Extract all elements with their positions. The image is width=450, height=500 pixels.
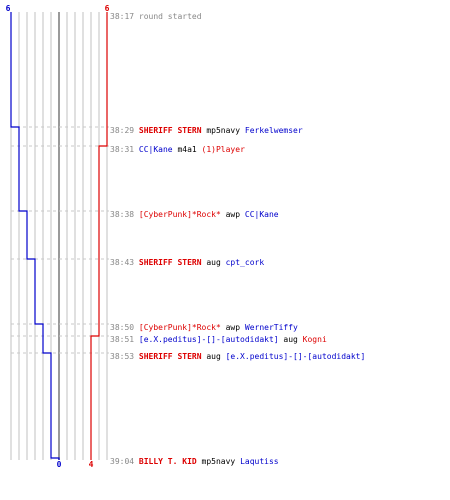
event-entry: 38:50 [CyberPunk]*Rock* awp WernerTiffy bbox=[110, 323, 298, 332]
event-part: mp5navy bbox=[206, 126, 245, 135]
event-entry: 38:31 CC|Kane m4a1 (1)Player bbox=[110, 145, 245, 154]
event-part: m4a1 bbox=[177, 145, 201, 154]
event-time: 38:53 bbox=[110, 352, 139, 361]
event-entry: 38:51 [e.X.peditus]-[]-[autodidakt] aug … bbox=[110, 335, 327, 344]
event-part: aug bbox=[283, 335, 302, 344]
event-part: [e.X.peditus]-[]-[autodidakt] bbox=[139, 335, 284, 344]
event-part: round started bbox=[139, 12, 202, 21]
event-part: awp bbox=[226, 210, 245, 219]
event-part: BILLY T. KID bbox=[139, 457, 202, 466]
event-part: cpt_cork bbox=[226, 258, 265, 267]
event-part: mp5navy bbox=[202, 457, 241, 466]
event-time: 38:29 bbox=[110, 126, 139, 135]
event-part: CC|Kane bbox=[139, 145, 178, 154]
blue-end-count: 0 bbox=[57, 460, 62, 469]
event-time: 38:50 bbox=[110, 323, 139, 332]
event-part: SHERIFF STERN bbox=[139, 258, 206, 267]
event-part: CC|Kane bbox=[245, 210, 279, 219]
event-part: [CyberPunk]*Rock* bbox=[139, 323, 226, 332]
event-entry: 38:53 SHERIFF STERN aug [e.X.peditus]-[]… bbox=[110, 352, 365, 361]
event-part: Ferkelwemser bbox=[245, 126, 303, 135]
event-part: aug bbox=[206, 352, 225, 361]
red-team-series-line bbox=[90, 12, 108, 460]
event-entry: 38:29 SHERIFF STERN mp5navy Ferkelwemser bbox=[110, 126, 303, 135]
event-part: Kogni bbox=[303, 335, 327, 344]
event-part: [CyberPunk]*Rock* bbox=[139, 210, 226, 219]
event-part: WernerTiffy bbox=[245, 323, 298, 332]
event-time: 38:17 bbox=[110, 12, 139, 21]
event-part: Laqutiss bbox=[240, 457, 279, 466]
red-start-count: 6 bbox=[105, 4, 110, 13]
event-part: SHERIFF STERN bbox=[139, 126, 206, 135]
blue-start-count: 6 bbox=[6, 4, 11, 13]
event-time: 38:38 bbox=[110, 210, 139, 219]
event-part: awp bbox=[226, 323, 245, 332]
red-end-count: 4 bbox=[89, 460, 94, 469]
event-entry: 38:38 [CyberPunk]*Rock* awp CC|Kane bbox=[110, 210, 279, 219]
event-time: 38:31 bbox=[110, 145, 139, 154]
event-part: aug bbox=[206, 258, 225, 267]
event-entry: 38:17 round started bbox=[110, 12, 202, 21]
event-entry: 39:04 BILLY T. KID mp5navy Laqutiss bbox=[110, 457, 279, 466]
event-time: 39:04 bbox=[110, 457, 139, 466]
event-time: 38:43 bbox=[110, 258, 139, 267]
event-part: [e.X.peditus]-[]-[autodidakt] bbox=[226, 352, 366, 361]
event-time: 38:51 bbox=[110, 335, 139, 344]
event-part: (1)Player bbox=[202, 145, 246, 154]
blue-team-series-line bbox=[10, 12, 60, 460]
event-entry: 38:43 SHERIFF STERN aug cpt_cork bbox=[110, 258, 264, 267]
event-part: SHERIFF STERN bbox=[139, 352, 206, 361]
